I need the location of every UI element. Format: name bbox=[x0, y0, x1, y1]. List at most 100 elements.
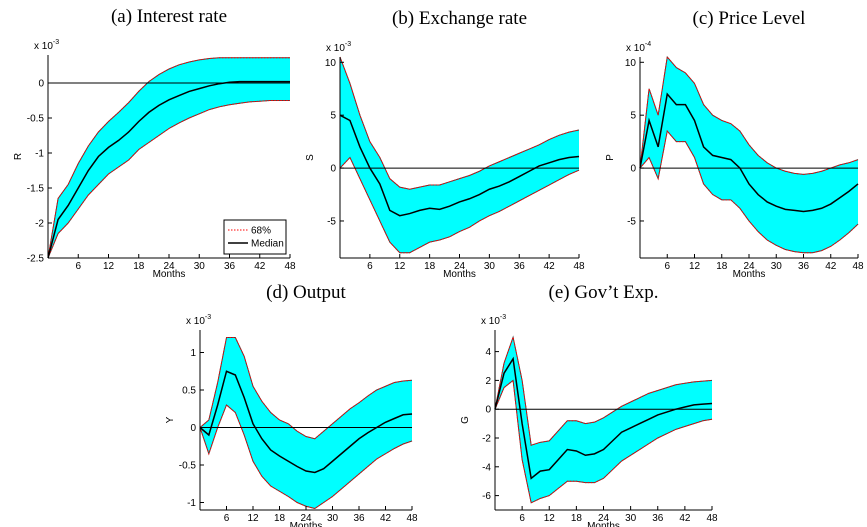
x-tick-label: 42 bbox=[380, 513, 392, 524]
y-tick-label: 0 bbox=[485, 405, 491, 416]
x-tick-label: 42 bbox=[825, 261, 837, 272]
y-tick-label: 4 bbox=[485, 347, 491, 358]
band-edge bbox=[47, 100, 290, 259]
x-tick-label: 42 bbox=[544, 261, 556, 272]
chart-title: (e) Gov’t Exp. bbox=[549, 282, 659, 303]
y-tick-label: -1 bbox=[35, 149, 44, 160]
x-tick-label: 18 bbox=[274, 513, 286, 524]
legend-box bbox=[223, 219, 287, 255]
x-tick-label: 6 bbox=[224, 513, 230, 524]
scale-label: x 10-3 bbox=[481, 314, 506, 327]
chart-title: (b) Exchange rate bbox=[392, 8, 527, 29]
x-axis-label: Months bbox=[290, 521, 323, 527]
legend-label: 68% bbox=[251, 226, 271, 237]
band-edge bbox=[639, 129, 859, 254]
x-tick-label: 48 bbox=[706, 513, 718, 524]
x-axis-label: Months bbox=[733, 269, 766, 280]
scale-exponent: -4 bbox=[645, 41, 651, 48]
x-tick-label: 24 bbox=[743, 261, 755, 272]
x-tick-label: 18 bbox=[133, 261, 145, 272]
y-tick-label: -6 bbox=[482, 491, 491, 502]
y-axis-label: P bbox=[605, 154, 616, 161]
scale-label: x 10-3 bbox=[34, 39, 59, 52]
x-tick-label: 48 bbox=[284, 261, 296, 272]
band bbox=[495, 337, 712, 503]
scale-label: x 10-3 bbox=[326, 41, 351, 54]
band-edge bbox=[339, 56, 580, 190]
x-tick-label: 36 bbox=[224, 261, 236, 272]
x-tick-label: 18 bbox=[571, 513, 583, 524]
y-axis-label: G bbox=[460, 416, 471, 424]
median-line bbox=[639, 92, 859, 213]
scale-base: x 10 bbox=[481, 316, 500, 327]
x-tick-label: 24 bbox=[598, 513, 610, 524]
scale-base: x 10 bbox=[186, 316, 205, 327]
legend-label: Median bbox=[251, 239, 284, 250]
median-line bbox=[494, 356, 713, 480]
chart-title: (a) Interest rate bbox=[111, 6, 227, 27]
y-tick-label: -5 bbox=[327, 216, 336, 227]
median-line bbox=[47, 80, 290, 259]
x-tick-label: 30 bbox=[194, 261, 206, 272]
band-edge bbox=[199, 337, 413, 440]
y-tick-label: -0.5 bbox=[27, 114, 45, 125]
y-tick-label: 10 bbox=[325, 58, 337, 69]
band-edge bbox=[47, 57, 290, 259]
x-tick-label: 36 bbox=[514, 261, 526, 272]
y-tick-label: -2.5 bbox=[27, 254, 45, 265]
x-axis-label: Months bbox=[153, 269, 186, 280]
y-tick-label: 1 bbox=[190, 348, 196, 359]
x-axis-label: Months bbox=[443, 269, 476, 280]
x-tick-label: 18 bbox=[424, 261, 436, 272]
band bbox=[48, 57, 290, 258]
scale-label: x 10-4 bbox=[626, 41, 651, 54]
y-axis-label: R bbox=[13, 153, 24, 160]
band-edge bbox=[639, 55, 859, 175]
x-tick-label: 6 bbox=[664, 261, 670, 272]
scale-exponent: -3 bbox=[500, 314, 506, 321]
scale-base: x 10 bbox=[626, 43, 645, 54]
x-tick-label: 36 bbox=[652, 513, 664, 524]
x-tick-label: 48 bbox=[573, 261, 585, 272]
x-tick-label: 30 bbox=[327, 513, 339, 524]
y-tick-label: 2 bbox=[485, 376, 491, 387]
x-tick-label: 24 bbox=[163, 261, 175, 272]
scale-exponent: -3 bbox=[345, 41, 351, 48]
y-tick-label: 5 bbox=[630, 111, 636, 122]
band-edge bbox=[494, 379, 713, 504]
y-tick-label: -5 bbox=[627, 216, 636, 227]
x-tick-label: 30 bbox=[625, 513, 637, 524]
band-edge bbox=[339, 156, 580, 254]
x-axis-label: Months bbox=[587, 521, 620, 527]
chart-title: (d) Output bbox=[266, 282, 346, 303]
x-tick-label: 6 bbox=[75, 261, 81, 272]
x-tick-label: 12 bbox=[247, 513, 259, 524]
band bbox=[640, 57, 858, 253]
scale-base: x 10 bbox=[326, 43, 345, 54]
y-tick-label: 0 bbox=[38, 79, 44, 90]
x-tick-label: 12 bbox=[544, 513, 556, 524]
y-tick-label: 10 bbox=[625, 58, 637, 69]
chart-title: (c) Price Level bbox=[693, 8, 806, 29]
band-edge bbox=[494, 335, 713, 446]
band bbox=[340, 57, 579, 253]
x-tick-label: 30 bbox=[484, 261, 496, 272]
median-line bbox=[339, 114, 580, 217]
x-tick-label: 6 bbox=[367, 261, 373, 272]
x-tick-label: 36 bbox=[353, 513, 365, 524]
band bbox=[200, 337, 412, 509]
y-tick-label: 0 bbox=[630, 164, 636, 175]
x-tick-label: 18 bbox=[716, 261, 728, 272]
y-tick-label: -1 bbox=[187, 498, 196, 509]
y-axis-label: Y bbox=[165, 416, 176, 423]
x-tick-label: 24 bbox=[454, 261, 466, 272]
x-tick-label: 48 bbox=[406, 513, 418, 524]
x-tick-label: 12 bbox=[689, 261, 701, 272]
x-tick-label: 48 bbox=[852, 261, 864, 272]
y-tick-label: 0.5 bbox=[182, 386, 196, 397]
scale-exponent: -3 bbox=[53, 39, 59, 46]
y-tick-label: -4 bbox=[482, 462, 491, 473]
x-tick-label: 30 bbox=[771, 261, 783, 272]
y-axis-label: S bbox=[305, 154, 316, 161]
